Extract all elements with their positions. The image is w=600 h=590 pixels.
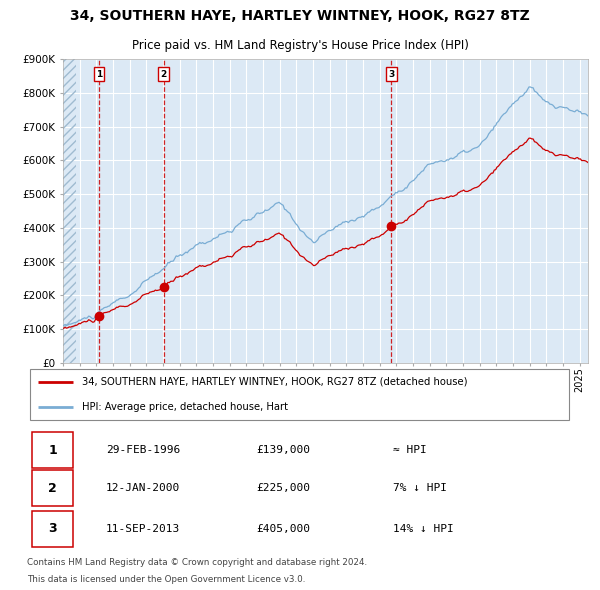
Text: 11-SEP-2013: 11-SEP-2013	[106, 524, 181, 534]
FancyBboxPatch shape	[32, 432, 73, 468]
Text: 12-JAN-2000: 12-JAN-2000	[106, 483, 181, 493]
Text: 1: 1	[96, 70, 102, 78]
Text: HPI: Average price, detached house, Hart: HPI: Average price, detached house, Hart	[82, 402, 287, 412]
Text: £139,000: £139,000	[256, 445, 310, 455]
Text: £225,000: £225,000	[256, 483, 310, 493]
Text: This data is licensed under the Open Government Licence v3.0.: This data is licensed under the Open Gov…	[27, 575, 305, 584]
FancyBboxPatch shape	[32, 470, 73, 506]
Text: 14% ↓ HPI: 14% ↓ HPI	[393, 524, 454, 534]
Text: 34, SOUTHERN HAYE, HARTLEY WINTNEY, HOOK, RG27 8TZ (detached house): 34, SOUTHERN HAYE, HARTLEY WINTNEY, HOOK…	[82, 377, 467, 387]
Text: 3: 3	[388, 70, 394, 78]
Text: 7% ↓ HPI: 7% ↓ HPI	[393, 483, 447, 493]
Text: 34, SOUTHERN HAYE, HARTLEY WINTNEY, HOOK, RG27 8TZ: 34, SOUTHERN HAYE, HARTLEY WINTNEY, HOOK…	[70, 9, 530, 22]
Text: 2: 2	[160, 70, 167, 78]
Text: 29-FEB-1996: 29-FEB-1996	[106, 445, 181, 455]
FancyBboxPatch shape	[32, 511, 73, 546]
Text: 2: 2	[48, 481, 57, 495]
Text: ≈ HPI: ≈ HPI	[393, 445, 427, 455]
Text: 3: 3	[49, 522, 57, 535]
Text: Price paid vs. HM Land Registry's House Price Index (HPI): Price paid vs. HM Land Registry's House …	[131, 40, 469, 53]
FancyBboxPatch shape	[30, 369, 569, 419]
Text: Contains HM Land Registry data © Crown copyright and database right 2024.: Contains HM Land Registry data © Crown c…	[27, 558, 367, 567]
Text: 1: 1	[48, 444, 57, 457]
Text: £405,000: £405,000	[256, 524, 310, 534]
